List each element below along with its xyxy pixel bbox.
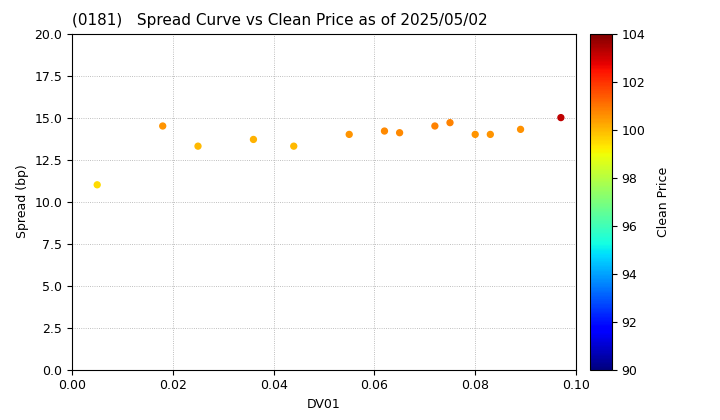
Text: (0181)   Spread Curve vs Clean Price as of 2025/05/02: (0181) Spread Curve vs Clean Price as of… — [72, 13, 487, 28]
Y-axis label: Spread (bp): Spread (bp) — [16, 165, 29, 239]
Point — [91, 181, 103, 188]
Point — [444, 119, 456, 126]
Point — [555, 114, 567, 121]
X-axis label: DV01: DV01 — [307, 398, 341, 411]
Point — [288, 143, 300, 150]
Point — [515, 126, 526, 133]
Point — [157, 123, 168, 129]
Point — [429, 123, 441, 129]
Point — [394, 129, 405, 136]
Point — [469, 131, 481, 138]
Point — [379, 128, 390, 134]
Point — [248, 136, 259, 143]
Point — [485, 131, 496, 138]
Point — [192, 143, 204, 150]
Point — [343, 131, 355, 138]
Y-axis label: Clean Price: Clean Price — [657, 166, 670, 237]
